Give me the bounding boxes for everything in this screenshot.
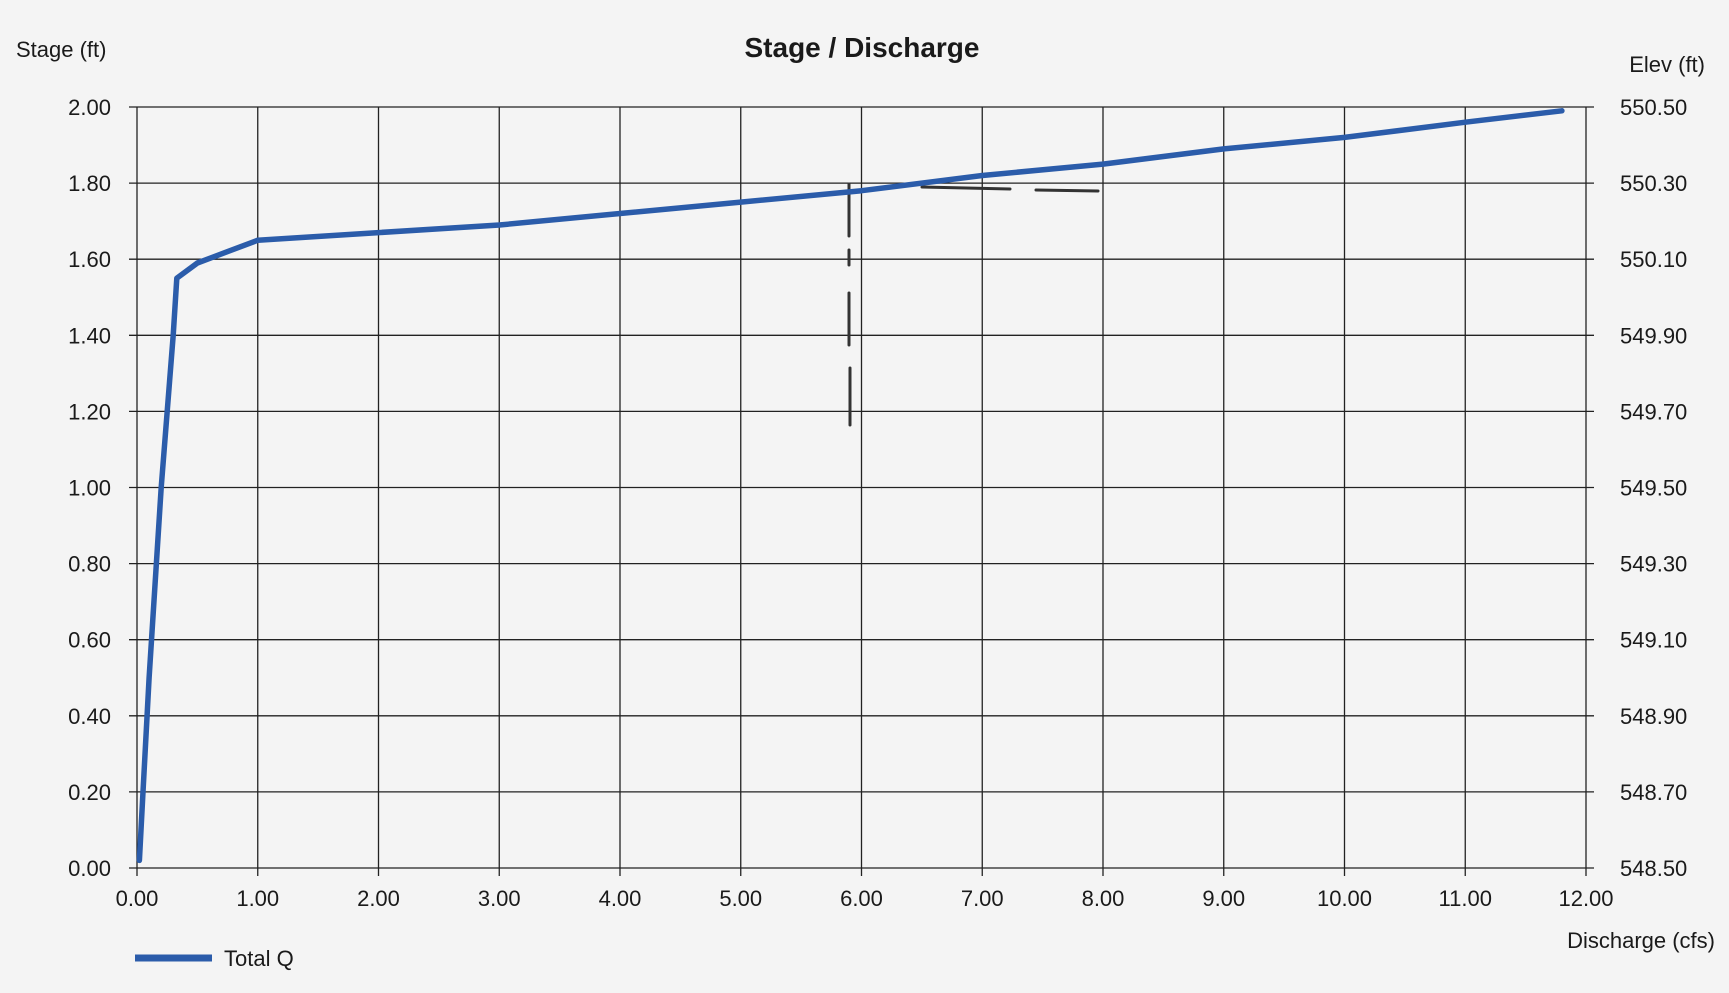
y-tick-labels-right: 548.50 548.70 548.90 549.10 549.30 549.50 549.… — [1620, 95, 1687, 881]
legend: Total Q — [135, 946, 294, 971]
x-tick-label: 11.00 — [1439, 886, 1492, 911]
y2-tick-label: 549.90 — [1620, 323, 1687, 348]
y-tick-label: 1.80 — [68, 171, 111, 196]
y-tick-label: 0.00 — [68, 856, 111, 881]
y2-tick-label: 550.30 — [1620, 171, 1687, 196]
y-tick-label: 1.40 — [68, 323, 111, 348]
y2-tick-label: 548.50 — [1620, 856, 1687, 881]
y-tick-label: 1.20 — [68, 399, 111, 424]
y-tick-label: 2.00 — [68, 95, 111, 120]
x-tick-label: 2.00 — [357, 886, 400, 911]
y2-tick-label: 548.70 — [1620, 780, 1687, 805]
y2-tick-label: 549.30 — [1620, 552, 1687, 577]
x-tick-label: 0.00 — [116, 886, 159, 911]
y-axis-label-left: Stage (ft) — [16, 37, 106, 62]
x-tick-label: 1.00 — [236, 886, 279, 911]
x-tick-label: 9.00 — [1202, 886, 1245, 911]
series-layer — [136, 108, 1565, 864]
y-tick-labels-left: 0.00 0.20 0.40 0.60 0.80 1.00 1.20 1.40 1.60 1.80… — [68, 95, 111, 881]
x-tick-label: 3.00 — [478, 886, 521, 911]
y-tick-label: 0.20 — [68, 780, 111, 805]
y-axis-label-right: Elev (ft) — [1629, 52, 1705, 77]
x-tick-label: 5.00 — [719, 886, 762, 911]
x-tick-label: 8.00 — [1082, 886, 1125, 911]
x-tick-labels: 0.00 1.00 2.00 3.00 4.00 5.00 6.00 7.00 8.00 9.00… — [116, 886, 1614, 911]
x-tick-label: 4.00 — [599, 886, 642, 911]
series-line-total-q — [136, 108, 1565, 864]
y-tick-label: 1.60 — [68, 247, 111, 272]
y2-tick-label: 548.90 — [1620, 704, 1687, 729]
y2-tick-label: 550.10 — [1620, 247, 1687, 272]
legend-label-total-q: Total Q — [224, 946, 294, 971]
chart-title: Stage / Discharge — [745, 32, 980, 63]
grid — [129, 106, 1594, 876]
y2-tick-label: 549.50 — [1620, 476, 1687, 501]
x-tick-label: 6.00 — [840, 886, 883, 911]
y-tick-label: 0.80 — [68, 552, 111, 577]
y2-tick-label: 549.10 — [1620, 628, 1687, 653]
x-tick-label: 12.00 — [1558, 886, 1613, 911]
x-tick-label: 7.00 — [961, 886, 1004, 911]
y2-tick-label: 550.50 — [1620, 95, 1687, 120]
y-tick-label: 0.40 — [68, 704, 111, 729]
y-tick-label: 1.00 — [68, 476, 111, 501]
x-tick-label: 10.00 — [1317, 886, 1372, 911]
y-tick-label: 0.60 — [68, 628, 111, 653]
hand-drawn-annotation — [847, 182, 1100, 427]
x-axis-label: Discharge (cfs) — [1567, 928, 1715, 953]
y2-tick-label: 549.70 — [1620, 399, 1687, 424]
